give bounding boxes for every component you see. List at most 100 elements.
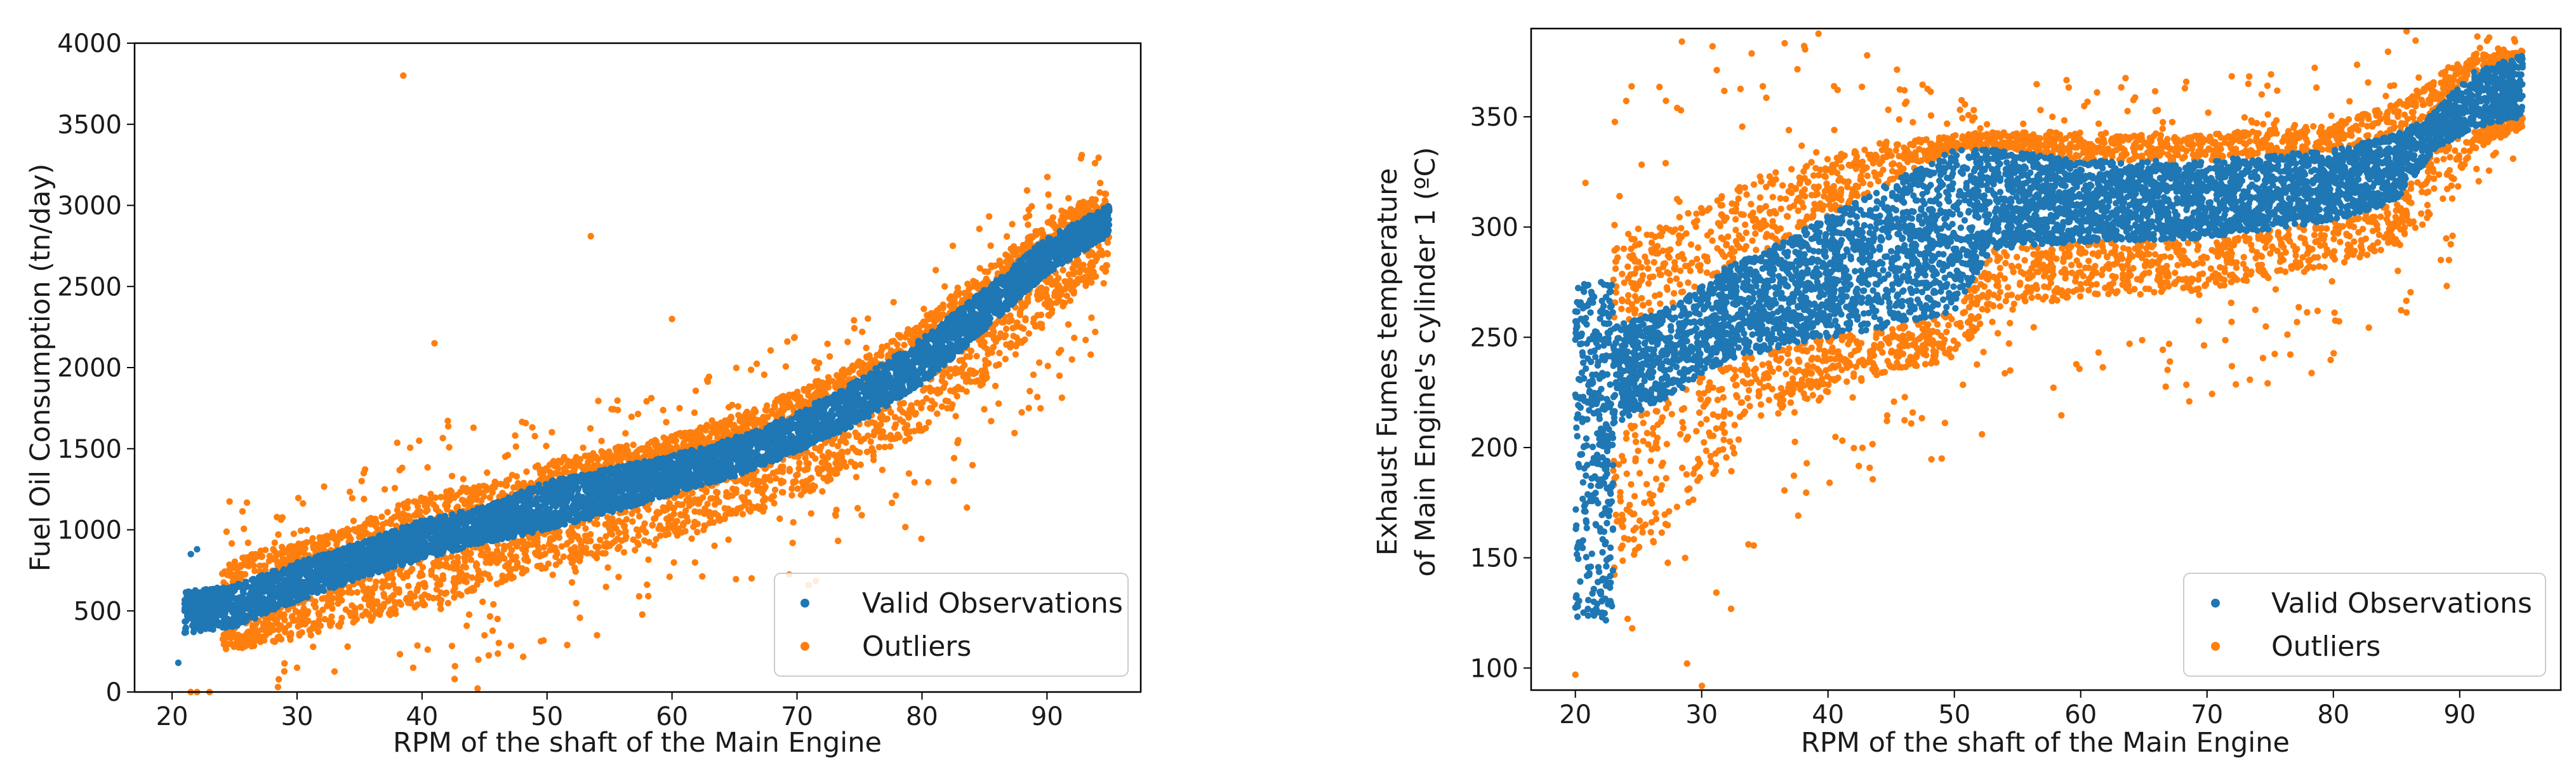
- chart1-outlier-point: [636, 513, 643, 520]
- chart1-outlier-point: [548, 429, 555, 436]
- chart1-outlier-point: [653, 449, 661, 457]
- chart1-outlier-point: [1092, 196, 1099, 203]
- chart1-outlier-point: [901, 342, 908, 349]
- chart1-outlier-point: [424, 646, 431, 653]
- chart1-outlier-point: [630, 536, 637, 543]
- chart1-outlier-point: [884, 342, 891, 349]
- chart1-outlier-point: [1097, 180, 1104, 187]
- chart1-outlier-point: [660, 504, 667, 511]
- chart1-outlier-point: [800, 488, 807, 495]
- chart1-outlier-point: [250, 642, 258, 649]
- chart1-outlier-point: [250, 562, 257, 569]
- chart1-outlier-point: [400, 72, 407, 79]
- chart1-outlier-point: [262, 547, 269, 554]
- chart1-outlier-point: [995, 361, 1002, 368]
- chart1-outlier-point: [795, 396, 802, 403]
- chart1-outlier-point: [928, 323, 935, 330]
- chart1-outlier-point: [587, 232, 594, 240]
- chart1-outlier-point: [888, 338, 895, 345]
- chart1-outlier-point: [902, 524, 909, 531]
- chart1-outlier-point: [434, 580, 441, 588]
- chart1-outlier-point: [832, 470, 839, 477]
- chart1-outlier-point: [863, 344, 870, 352]
- chart1-outlier-point: [622, 430, 629, 437]
- chart1-outlier-point: [1046, 298, 1053, 305]
- chart1-outlier-point: [1102, 268, 1109, 275]
- chart1-outlier-point: [501, 542, 508, 549]
- chart1-outlier-point: [490, 601, 497, 608]
- chart1-outlier-point: [363, 587, 371, 594]
- chart1-outlier-point: [335, 622, 342, 629]
- chart1-outlier-point: [635, 541, 642, 549]
- chart1-outlier-point: [941, 283, 948, 290]
- chart1-outlier-point: [462, 564, 469, 571]
- chart1-outlier-point: [820, 390, 827, 398]
- chart1-outlier-point: [1025, 206, 1032, 213]
- chart1-outlier-point: [649, 521, 656, 529]
- chart1-outlier-point: [809, 482, 816, 489]
- chart1-outlier-point: [372, 522, 379, 529]
- chart1-outlier-point: [790, 479, 797, 486]
- chart1-outlier-point: [811, 358, 818, 365]
- chart1-outlier-point: [225, 569, 232, 576]
- chart1-outlier-point: [271, 539, 278, 546]
- chart1-outlier-point: [632, 547, 639, 554]
- chart1-outlier-point: [663, 418, 670, 426]
- chart1-outlier-point: [751, 477, 758, 484]
- chart1-outlier-point: [819, 459, 827, 466]
- chart1-outlier-point: [645, 592, 652, 600]
- chart1-outlier-point: [377, 607, 385, 614]
- chart1-outlier-point: [395, 586, 402, 593]
- chart1-outlier-point: [744, 410, 752, 417]
- chart1-outlier-point: [411, 498, 418, 505]
- chart1-outlier-point: [725, 536, 732, 543]
- chart1-outlier-point: [776, 515, 783, 522]
- chart1-outlier-point: [495, 650, 501, 657]
- chart1-outlier-point: [281, 611, 288, 618]
- chart1-outlier-point: [451, 663, 458, 670]
- chart1-outlier-point: [996, 257, 1003, 264]
- chart1-outlier-point: [727, 413, 734, 420]
- chart1-outlier-point: [1026, 387, 1033, 395]
- chart1-outlier-point: [602, 583, 609, 590]
- chart1-outlier-point: [357, 603, 364, 611]
- chart1-outlier-point: [692, 387, 700, 394]
- chart1-outlier-point: [411, 604, 418, 611]
- chart1-outlier-point: [902, 437, 909, 444]
- chart1-outlier-point: [932, 267, 939, 274]
- chart1-outlier-point: [851, 461, 858, 468]
- chart1-outlier-point: [1000, 333, 1008, 341]
- chart1-outlier-point: [538, 565, 545, 572]
- chart1-outlier-point: [409, 664, 417, 672]
- chart1-outlier-point: [1002, 251, 1009, 258]
- chart1-outlier-point: [635, 593, 642, 600]
- chart1-outlier-point: [531, 432, 538, 440]
- chart1-outlier-point: [251, 568, 258, 575]
- chart1-outlier-point: [614, 397, 621, 404]
- chart1-outlier-point: [682, 528, 689, 535]
- chart1-outlier-point: [226, 498, 233, 505]
- chart1-outlier-point: [886, 352, 893, 360]
- chart1-outlier-point: [310, 625, 317, 632]
- chart1-outlier-point: [1024, 298, 1032, 305]
- chart1-outlier-point: [644, 581, 651, 589]
- chart1-outlier-point: [397, 601, 404, 608]
- chart1-outlier-point: [331, 668, 338, 675]
- chart1-outlier-point: [1072, 269, 1079, 276]
- chart1-outlier-point: [663, 436, 670, 443]
- chart1-outlier-point: [391, 484, 399, 491]
- chart1-outlier-point: [308, 538, 315, 545]
- chart1-outlier-point: [261, 562, 268, 569]
- chart1-outlier-point: [464, 588, 471, 595]
- chart1-outlier-point: [437, 601, 444, 608]
- chart1-outlier-point: [689, 429, 696, 436]
- chart1-outlier-point: [700, 526, 707, 533]
- chart1-outlier-point: [870, 452, 877, 460]
- chart1-outlier-point: [654, 509, 661, 516]
- chart1-outlier-point: [425, 594, 432, 601]
- chart1-outlier-point: [1059, 213, 1066, 220]
- chart1-outlier-point: [593, 554, 601, 562]
- chart1-outlier-point: [346, 609, 353, 616]
- chart1-outlier-point: [896, 406, 904, 413]
- chart1-outlier-point: [239, 508, 246, 515]
